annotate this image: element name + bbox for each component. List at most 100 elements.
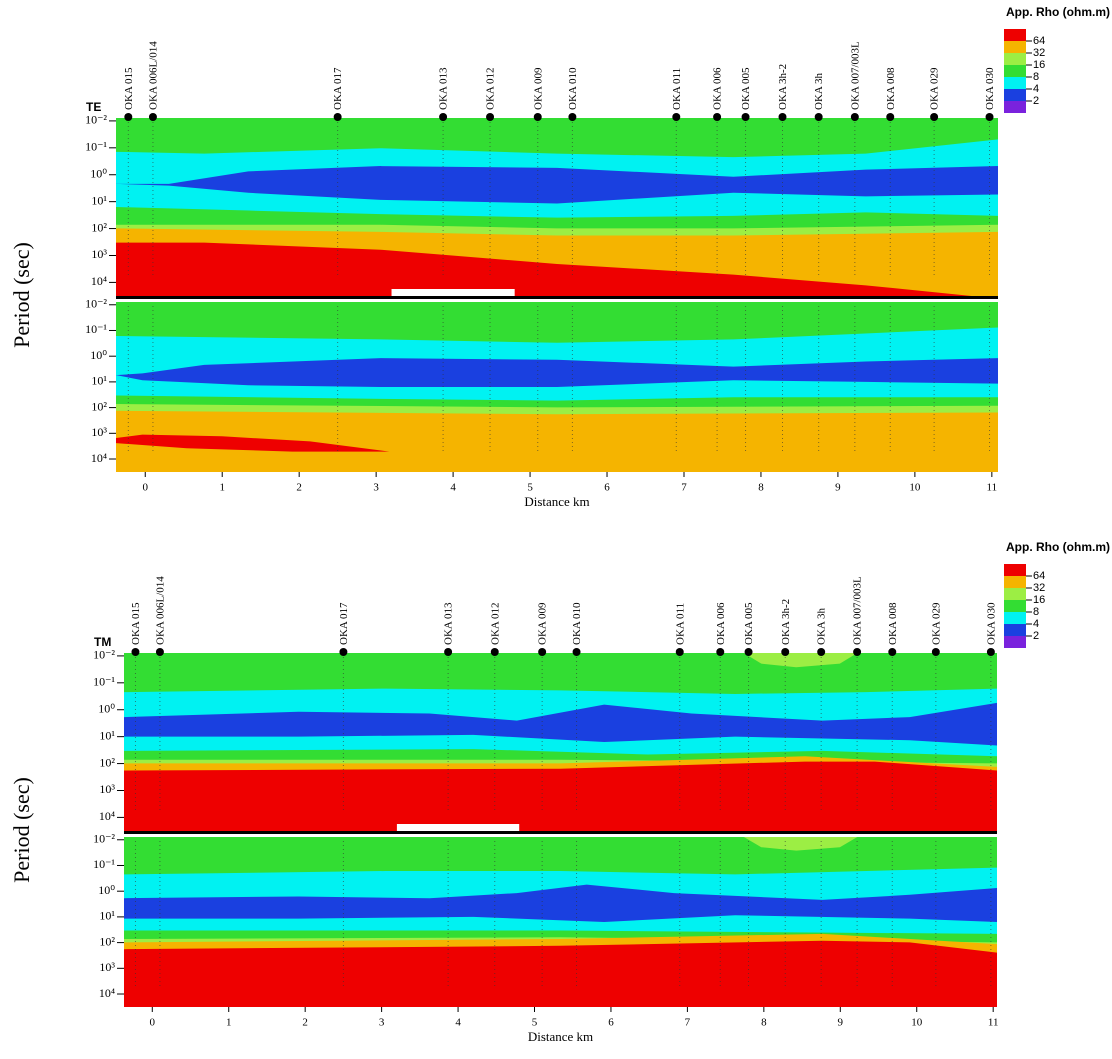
y-axis-title: Period (sec) — [9, 242, 34, 348]
x-tick-label: 1 — [226, 1017, 232, 1029]
y-tick-label: 10⁻² — [85, 297, 107, 311]
y-tick-label: 10⁴ — [91, 274, 107, 288]
colorbar-band — [1004, 600, 1026, 612]
y-tick-label: 10⁻² — [93, 832, 115, 846]
colorbar-band — [1004, 636, 1026, 648]
colorbar-tick-label: 2 — [1033, 95, 1039, 107]
contour-band — [743, 653, 858, 668]
station-label: OKA 006L/014 — [154, 576, 166, 645]
x-axis-title: Distance km — [524, 494, 589, 509]
y-tick-label: 10³ — [91, 247, 107, 261]
station-marker — [675, 648, 684, 656]
x-tick-label: 11 — [987, 482, 998, 494]
y-tick-label: 10⁴ — [91, 451, 107, 465]
contour-band — [743, 837, 858, 851]
station-label: OKA 015 — [123, 67, 135, 110]
x-tick-label: 6 — [604, 482, 610, 494]
colorbar-tick-label: 64 — [1033, 35, 1045, 47]
y-tick-label: 10² — [91, 399, 107, 413]
station-label: OKA 006 — [712, 67, 724, 110]
station-label: OKA 3h-2 — [777, 64, 789, 110]
x-tick-label: 10 — [909, 482, 921, 494]
station-label: OKA 009 — [532, 67, 544, 110]
station-label: OKA 013 — [443, 602, 455, 645]
y-tick-label: 10¹ — [91, 193, 107, 207]
y-tick-label: 10⁻¹ — [93, 857, 115, 871]
colorbar-band — [1004, 77, 1026, 89]
y-axis-title: Period (sec) — [9, 777, 34, 883]
x-tick-label: 5 — [532, 1017, 538, 1029]
y-tick-label: 10³ — [91, 425, 107, 439]
colorbar-band — [1004, 576, 1026, 588]
station-label: OKA 3h — [813, 73, 825, 110]
station-marker — [853, 648, 862, 656]
colorbar-tick-label: 8 — [1033, 606, 1039, 618]
station-label: OKA 005 — [743, 602, 755, 645]
station-label: OKA 030 — [985, 602, 997, 645]
y-tick-label: 10⁴ — [99, 986, 115, 1000]
station-label: OKA 007/003L — [849, 41, 861, 110]
colorbar-tick-label: 8 — [1033, 71, 1039, 83]
station-marker — [741, 113, 750, 121]
station-label: OKA 008 — [887, 602, 899, 645]
station-marker — [985, 113, 994, 121]
x-tick-label: 0 — [150, 1017, 156, 1029]
station-marker — [713, 113, 722, 121]
station-marker — [986, 648, 995, 656]
station-marker — [538, 648, 547, 656]
station-label: OKA 029 — [929, 67, 941, 110]
station-label: OKA 007/003L — [852, 576, 864, 645]
station-marker — [744, 648, 753, 656]
colorbar-tick-label: 16 — [1033, 594, 1045, 606]
y-tick-label: 10⁰ — [98, 701, 115, 715]
station-marker — [444, 648, 453, 656]
x-tick-label: 9 — [835, 482, 841, 494]
y-tick-label: 10⁰ — [90, 166, 107, 180]
station-label: OKA 3h — [816, 608, 828, 645]
colorbar-title: App. Rho (ohm.m) — [1006, 5, 1110, 19]
y-tick-label: 10⁻² — [85, 113, 107, 127]
x-tick-label: 11 — [988, 1017, 999, 1029]
y-tick-label: 10⁴ — [99, 809, 115, 823]
colorbar-tick-label: 32 — [1033, 47, 1045, 59]
contour-band — [124, 940, 997, 1007]
y-tick-label: 10⁰ — [90, 348, 107, 362]
station-marker — [814, 113, 823, 121]
colorbar-title: App. Rho (ohm.m) — [1006, 540, 1110, 554]
station-label: OKA 008 — [885, 67, 897, 110]
station-marker — [339, 648, 348, 656]
x-tick-label: 8 — [758, 482, 764, 494]
colorbar-band — [1004, 41, 1026, 53]
x-tick-label: 8 — [761, 1017, 767, 1029]
station-marker — [148, 113, 157, 121]
colorbar-tick-label: 4 — [1033, 83, 1039, 95]
station-marker — [486, 113, 495, 121]
no-data-gap — [396, 824, 520, 832]
x-tick-label: 7 — [685, 1017, 691, 1029]
station-marker — [778, 113, 787, 121]
y-tick-label: 10² — [99, 934, 115, 948]
y-tick-label: 10⁻¹ — [85, 140, 107, 154]
x-tick-label: 1 — [219, 482, 225, 494]
x-tick-label: 0 — [142, 482, 148, 494]
station-label: OKA 006 — [715, 602, 727, 645]
contour-band — [116, 242, 998, 296]
station-label: OKA 005 — [740, 67, 752, 110]
contour-band — [116, 434, 390, 452]
station-marker — [930, 113, 939, 121]
colorbar-tick-label: 16 — [1033, 59, 1045, 71]
station-label: OKA 010 — [571, 602, 583, 645]
colorbar-tick-label: 64 — [1033, 570, 1045, 582]
station-label: OKA 3h-2 — [780, 599, 792, 645]
y-tick-label: 10¹ — [99, 728, 115, 742]
y-tick-label: 10⁰ — [98, 883, 115, 897]
station-label: OKA 030 — [984, 67, 996, 110]
x-tick-label: 2 — [302, 1017, 308, 1029]
station-label: OKA 013 — [438, 67, 450, 110]
station-label: OKA 012 — [485, 68, 497, 110]
station-label: OKA 017 — [332, 67, 344, 110]
y-tick-label: 10⁻¹ — [85, 322, 107, 336]
station-label: OKA 029 — [930, 602, 942, 645]
x-tick-label: 7 — [681, 482, 687, 494]
